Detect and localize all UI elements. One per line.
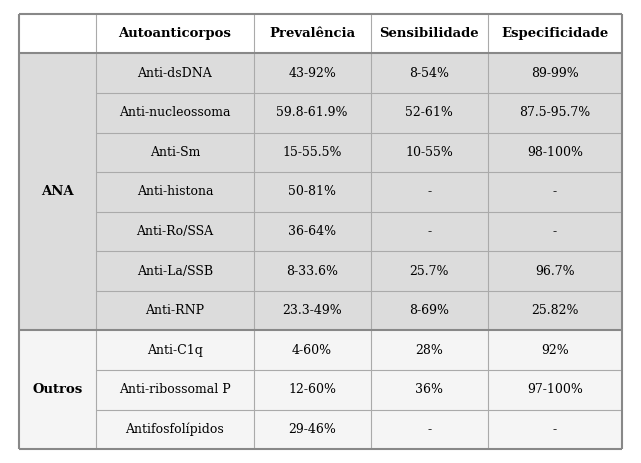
Text: Autoanticorpos: Autoanticorpos bbox=[119, 27, 231, 40]
Text: 12-60%: 12-60% bbox=[288, 383, 336, 396]
Text: 36-64%: 36-64% bbox=[288, 225, 336, 238]
Text: 8-54%: 8-54% bbox=[410, 67, 449, 80]
Text: 29-46%: 29-46% bbox=[288, 423, 336, 436]
Text: 96.7%: 96.7% bbox=[535, 264, 574, 277]
Text: Anti-Ro/SSA: Anti-Ro/SSA bbox=[137, 225, 213, 238]
Text: -: - bbox=[428, 225, 431, 238]
Text: 43-92%: 43-92% bbox=[288, 67, 336, 80]
Text: 98-100%: 98-100% bbox=[527, 146, 583, 159]
Text: 23.3-49%: 23.3-49% bbox=[282, 304, 342, 317]
Text: 25.7%: 25.7% bbox=[410, 264, 449, 277]
Text: -: - bbox=[428, 186, 431, 199]
Text: -: - bbox=[553, 225, 557, 238]
Text: 87.5-95.7%: 87.5-95.7% bbox=[519, 106, 590, 119]
Text: 4-60%: 4-60% bbox=[292, 344, 332, 357]
Text: Anti-histona: Anti-histona bbox=[137, 186, 213, 199]
Text: 97-100%: 97-100% bbox=[527, 383, 583, 396]
Text: 25.82%: 25.82% bbox=[531, 304, 579, 317]
Text: 15-55.5%: 15-55.5% bbox=[283, 146, 342, 159]
Text: 92%: 92% bbox=[541, 344, 569, 357]
Text: 52-61%: 52-61% bbox=[405, 106, 453, 119]
Text: 28%: 28% bbox=[415, 344, 443, 357]
Text: Anti-nucleossoma: Anti-nucleossoma bbox=[119, 106, 231, 119]
Text: Anti-C1q: Anti-C1q bbox=[147, 344, 203, 357]
Text: 8-33.6%: 8-33.6% bbox=[286, 264, 338, 277]
Text: Especificidade: Especificidade bbox=[501, 27, 608, 40]
Text: Prevalência: Prevalência bbox=[269, 27, 355, 40]
Bar bbox=[19, 331, 622, 449]
Text: 36%: 36% bbox=[415, 383, 444, 396]
Text: 10-55%: 10-55% bbox=[405, 146, 453, 159]
Text: Sensibilidade: Sensibilidade bbox=[379, 27, 479, 40]
Text: 50-81%: 50-81% bbox=[288, 186, 336, 199]
Text: Anti-RNP: Anti-RNP bbox=[146, 304, 204, 317]
Bar bbox=[19, 14, 622, 53]
Bar bbox=[19, 53, 622, 331]
Text: Outros: Outros bbox=[33, 383, 83, 396]
Text: -: - bbox=[553, 423, 557, 436]
Text: -: - bbox=[553, 186, 557, 199]
Text: 8-69%: 8-69% bbox=[410, 304, 449, 317]
Text: Anti-La/SSB: Anti-La/SSB bbox=[137, 264, 213, 277]
Text: Anti-Sm: Anti-Sm bbox=[150, 146, 200, 159]
Text: Anti-ribossomal P: Anti-ribossomal P bbox=[119, 383, 231, 396]
Text: Anti-dsDNA: Anti-dsDNA bbox=[138, 67, 212, 80]
Text: 89-99%: 89-99% bbox=[531, 67, 579, 80]
Text: 59.8-61.9%: 59.8-61.9% bbox=[276, 106, 348, 119]
Text: -: - bbox=[428, 423, 431, 436]
Text: Antifosfolípidos: Antifosfolípidos bbox=[126, 423, 224, 436]
Text: ANA: ANA bbox=[42, 186, 74, 199]
